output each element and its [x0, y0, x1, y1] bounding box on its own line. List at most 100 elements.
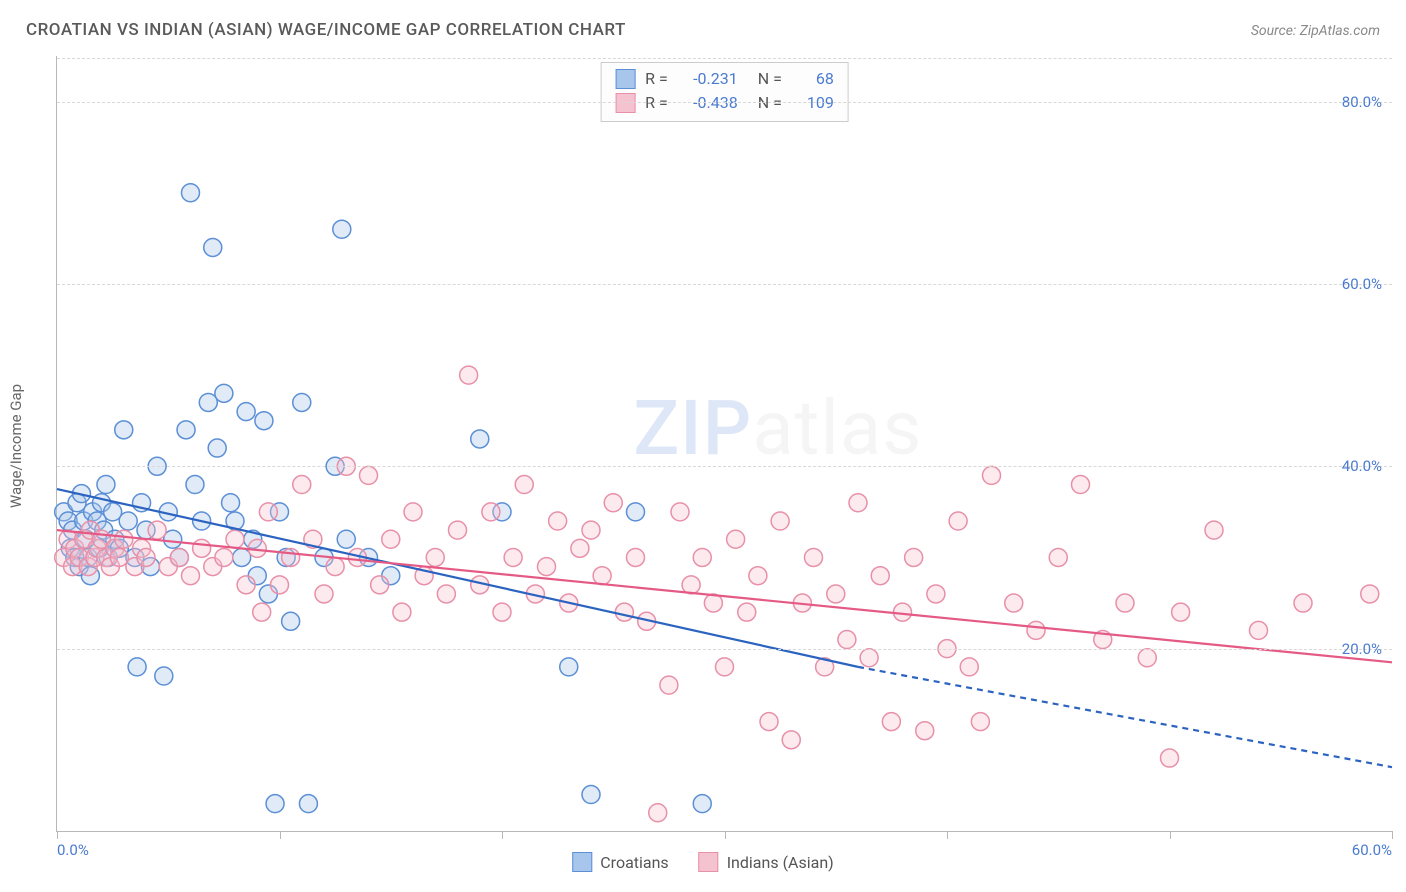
- data-point: [738, 603, 756, 621]
- data-point: [1205, 521, 1223, 539]
- data-point: [148, 521, 166, 539]
- data-point: [1361, 585, 1379, 603]
- data-point: [693, 548, 711, 566]
- data-point: [782, 731, 800, 749]
- data-point: [571, 539, 589, 557]
- data-point: [449, 521, 467, 539]
- data-point: [849, 494, 867, 512]
- x-tick: [502, 831, 503, 839]
- legend-label: Indians (Asian): [727, 853, 834, 872]
- data-point: [1172, 603, 1190, 621]
- legend-n-value: 68: [792, 67, 834, 91]
- data-point: [604, 494, 622, 512]
- data-point: [482, 503, 500, 521]
- data-point: [1138, 649, 1156, 667]
- data-point: [371, 576, 389, 594]
- legend-r-label: R =: [645, 67, 668, 91]
- data-point: [649, 804, 667, 822]
- data-point: [1250, 621, 1268, 639]
- data-point: [671, 503, 689, 521]
- data-point: [916, 722, 934, 740]
- data-point: [255, 412, 273, 430]
- data-point: [170, 548, 188, 566]
- y-tick-label: 80.0%: [1342, 93, 1382, 111]
- legend-n-label: N =: [758, 67, 782, 91]
- x-tick: [280, 831, 281, 839]
- data-point: [137, 548, 155, 566]
- data-point: [1005, 594, 1023, 612]
- chart-title: CROATIAN VS INDIAN (ASIAN) WAGE/INCOME G…: [26, 20, 626, 40]
- data-point: [186, 476, 204, 494]
- data-point: [460, 366, 478, 384]
- data-point: [215, 384, 233, 402]
- data-point: [693, 795, 711, 813]
- data-point: [282, 612, 300, 630]
- x-tick: [57, 831, 58, 839]
- data-point: [1116, 594, 1134, 612]
- data-point: [493, 603, 511, 621]
- data-point: [119, 512, 137, 530]
- data-point: [1294, 594, 1312, 612]
- data-point: [222, 494, 240, 512]
- series-legend: CroatiansIndians (Asian): [572, 852, 833, 872]
- legend-item: Indians (Asian): [699, 852, 834, 872]
- data-point: [215, 548, 233, 566]
- data-point: [437, 585, 455, 603]
- data-point: [259, 503, 277, 521]
- data-point: [293, 393, 311, 411]
- x-tick: [947, 831, 948, 839]
- trend-line: [57, 489, 858, 667]
- data-point: [827, 585, 845, 603]
- data-point: [266, 795, 284, 813]
- trend-line: [57, 530, 1392, 662]
- data-point: [282, 548, 300, 566]
- data-point: [204, 238, 222, 256]
- data-point: [337, 530, 355, 548]
- data-point: [582, 521, 600, 539]
- data-point: [237, 576, 255, 594]
- data-point: [582, 786, 600, 804]
- y-axis-label: Wage/Income Gap: [7, 384, 25, 508]
- data-point: [471, 430, 489, 448]
- x-tick: [1170, 831, 1171, 839]
- x-tick: [725, 831, 726, 839]
- data-point: [393, 603, 411, 621]
- data-point: [404, 503, 422, 521]
- legend-swatch: [699, 852, 719, 872]
- data-point: [208, 439, 226, 457]
- data-point: [549, 512, 567, 530]
- data-point: [749, 567, 767, 585]
- gridline-h: [57, 466, 1392, 467]
- data-point: [682, 576, 700, 594]
- data-point: [538, 558, 556, 576]
- data-point: [882, 713, 900, 731]
- legend-n-label: N =: [758, 91, 782, 115]
- data-point: [771, 512, 789, 530]
- data-point: [426, 548, 444, 566]
- data-point: [226, 530, 244, 548]
- data-point: [128, 658, 146, 676]
- chart-plot-area: ZIPatlas R =-0.231N =68R =-0.438N =109 2…: [56, 56, 1392, 832]
- trend-line: [858, 667, 1392, 767]
- legend-swatch: [572, 852, 592, 872]
- legend-r-label: R =: [645, 91, 668, 115]
- data-point: [716, 658, 734, 676]
- data-point: [253, 603, 271, 621]
- data-point: [315, 585, 333, 603]
- legend-n-value: 109: [792, 91, 834, 115]
- legend-swatch: [615, 69, 635, 89]
- data-point: [1027, 621, 1045, 639]
- data-point: [760, 713, 778, 731]
- data-point: [1161, 749, 1179, 767]
- data-point: [504, 548, 522, 566]
- legend-row: R =-0.231N =68: [615, 67, 834, 91]
- gridline-h: [57, 102, 1392, 103]
- x-tick-label: 60.0%: [1352, 841, 1392, 859]
- scatter-svg: [57, 56, 1392, 831]
- legend-row: R =-0.438N =109: [615, 91, 834, 115]
- y-tick-label: 40.0%: [1342, 457, 1382, 475]
- data-point: [560, 658, 578, 676]
- data-point: [237, 403, 255, 421]
- legend-swatch: [615, 93, 635, 113]
- data-point: [971, 713, 989, 731]
